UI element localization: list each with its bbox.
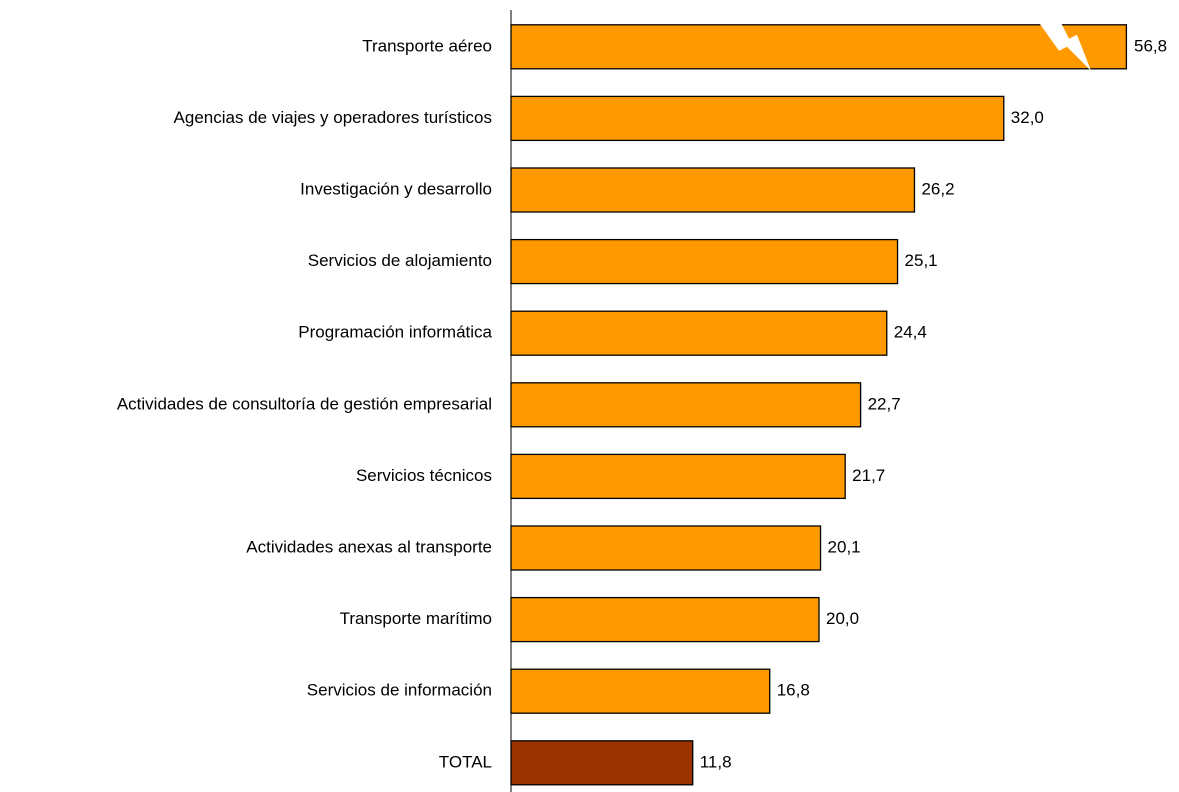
- bar: [510, 95, 1005, 142]
- category-label: TOTAL: [439, 752, 492, 771]
- bar: [510, 238, 899, 285]
- category-label: Investigación y desarrollo: [300, 179, 492, 198]
- value-label: 11,8: [700, 752, 732, 771]
- value-label: 24,4: [894, 323, 927, 342]
- value-label: 20,0: [826, 609, 859, 628]
- category-label: Servicios de información: [307, 681, 492, 700]
- value-label: 22,7: [868, 394, 901, 413]
- category-label: Programación informática: [298, 323, 492, 342]
- bar: [510, 596, 820, 643]
- value-label: 21,7: [852, 466, 885, 485]
- category-label: Transporte aéreo: [362, 36, 492, 55]
- category-label: Transporte marítimo: [340, 609, 492, 628]
- value-label: 25,1: [905, 251, 938, 270]
- bar: [510, 740, 694, 786]
- bar: [510, 310, 888, 356]
- value-label: 32,0: [1011, 108, 1044, 127]
- value-label: 20,1: [828, 537, 861, 556]
- bar: [510, 668, 771, 714]
- category-label: Servicios de alojamiento: [308, 251, 492, 270]
- bar: [510, 24, 1127, 70]
- bars: [510, 24, 1127, 786]
- value-label: 26,2: [921, 179, 954, 198]
- bar: [510, 382, 862, 428]
- category-label: Actividades anexas al transporte: [246, 537, 492, 556]
- category-label: Agencias de viajes y operadores turístic…: [174, 108, 492, 127]
- category-label: Actividades de consultoría de gestión em…: [117, 394, 492, 413]
- bar: [510, 525, 822, 571]
- value-label: 56,8: [1134, 36, 1167, 55]
- value-label: 16,8: [777, 681, 810, 700]
- category-label: Servicios técnicos: [356, 466, 492, 485]
- axis-break: [1039, 22, 1091, 71]
- bar: [510, 453, 846, 500]
- bar: [510, 167, 916, 213]
